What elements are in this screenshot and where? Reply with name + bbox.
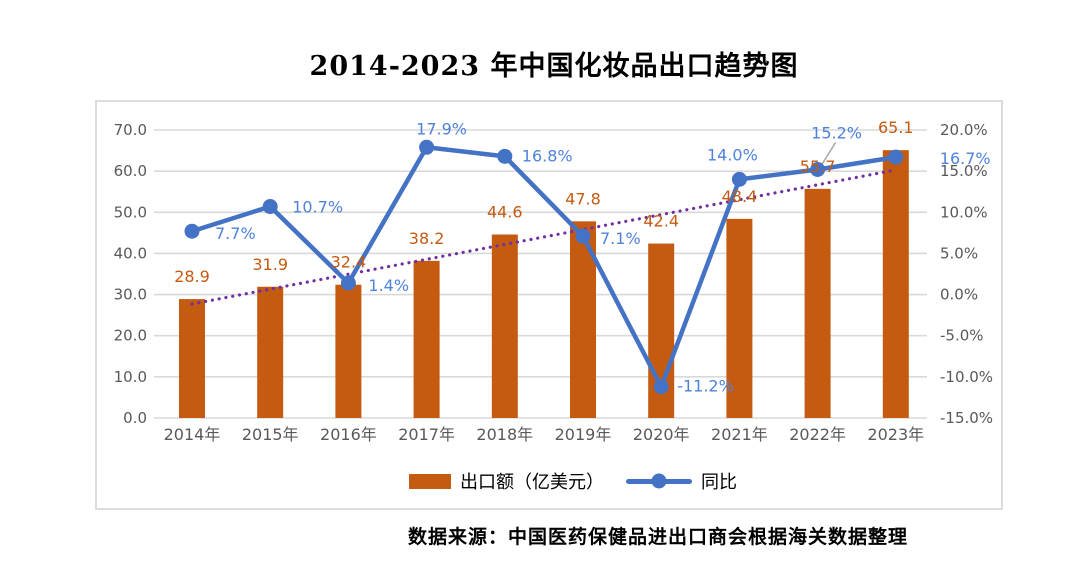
- x-label-2019年: 2019年: [555, 425, 612, 444]
- left-axis-tick-70.0: 70.0: [114, 121, 147, 139]
- legend-line-marker-icon: [651, 473, 667, 489]
- x-label-2014年: 2014年: [164, 425, 221, 444]
- line-label-2016年: 1.4%: [368, 276, 409, 295]
- left-axis-tick-10.0: 10.0: [114, 368, 147, 386]
- line-label-2019年: 7.1%: [600, 229, 641, 248]
- bar-label-2022年: 55.7: [800, 157, 836, 176]
- bar-2016年: [335, 284, 362, 418]
- left-axis-tick-0.0: 0.0: [123, 409, 147, 427]
- marker-2016年: [340, 275, 356, 291]
- line-label-2021年: 14.0%: [707, 145, 758, 164]
- right-axis-tick--15.0%: -15.0%: [940, 409, 993, 427]
- bar-2021年: [726, 218, 753, 418]
- legend-line-swatch: [626, 473, 692, 489]
- bar-label-2021年: 48.4: [722, 187, 758, 206]
- marker-2015年: [262, 199, 278, 215]
- bar-2015年: [257, 286, 284, 418]
- x-label-2022年: 2022年: [789, 425, 846, 444]
- chart-title: 2014-2023 年中国化妆品出口趋势图: [309, 51, 799, 82]
- right-axis-tick-20.0%: 20.0%: [940, 121, 988, 139]
- line-label-2017年: 17.9%: [416, 119, 467, 138]
- right-axis-tick-5.0%: 5.0%: [940, 244, 978, 262]
- x-label-2020年: 2020年: [633, 425, 690, 444]
- bar-2014年: [179, 299, 205, 418]
- x-label-2021年: 2021年: [711, 425, 768, 444]
- marker-2021年: [731, 171, 747, 187]
- bar-label-2020年: 42.4: [643, 212, 679, 231]
- legend-line-label: 同比: [701, 472, 737, 493]
- bar-label-2019年: 47.8: [565, 189, 601, 208]
- left-axis-tick-20.0: 20.0: [114, 327, 147, 345]
- trendline: [190, 168, 898, 306]
- legend: 出口额（亿美元） 同比: [97, 468, 1001, 494]
- bar-label-2017年: 38.2: [409, 229, 445, 248]
- x-label-2015年: 2015年: [242, 425, 299, 444]
- legend-bar-swatch: [409, 473, 451, 489]
- left-axis-tick-50.0: 50.0: [114, 203, 147, 221]
- marker-2017年: [419, 139, 435, 155]
- line-label-2015年: 10.7%: [292, 198, 343, 217]
- bar-2023年: [882, 150, 909, 418]
- bar-label-2018年: 44.6: [487, 203, 523, 222]
- x-label-2016年: 2016年: [320, 425, 377, 444]
- x-label-2017年: 2017年: [398, 425, 455, 444]
- line-label-2018年: 16.8%: [522, 146, 573, 165]
- bar-2018年: [491, 234, 518, 418]
- label-leader-line: [819, 142, 837, 167]
- line-label-2023年: 16.7%: [940, 149, 991, 168]
- left-axis-tick-40.0: 40.0: [114, 244, 147, 262]
- line-label-2022年: 15.2%: [811, 123, 862, 142]
- right-axis-tick-0.0%: 0.0%: [940, 286, 978, 304]
- legend-bar-label: 出口额（亿美元）: [460, 472, 604, 493]
- marker-2019年: [575, 228, 591, 244]
- bar-label-2016年: 32.4: [331, 253, 367, 272]
- right-axis-tick-15.0%: 15.0%: [940, 162, 988, 180]
- plot-area: 70.0 20.0% 60.0 15.0% 50.0 10.0% 40.0 5.0% 30.0 0…: [114, 118, 993, 444]
- bar-2017年: [413, 260, 440, 418]
- x-label-2018年: 2018年: [476, 425, 533, 444]
- marker-2023年: [888, 149, 904, 165]
- right-axis-tick--10.0%: -10.0%: [940, 368, 993, 386]
- chart-frame: 70.0 20.0% 60.0 15.0% 50.0 10.0% 40.0 5.0% 30.0 0…: [95, 100, 1003, 510]
- bar-label-2023年: 65.1: [878, 118, 914, 137]
- line-label-2020年: -11.2%: [677, 377, 734, 396]
- data-source-note: 数据来源：中国医药保健品进出口商会根据海关数据整理: [408, 526, 909, 548]
- yoy-line: [189, 145, 899, 389]
- bar-label-2014年: 28.9: [174, 267, 210, 286]
- right-axis-tick-10.0%: 10.0%: [940, 203, 988, 221]
- left-axis-tick-30.0: 30.0: [114, 286, 147, 304]
- bar-2022年: [804, 188, 831, 418]
- marker-2018年: [497, 148, 513, 164]
- bar-label-2015年: 31.9: [252, 255, 288, 274]
- right-axis-tick--5.0%: -5.0%: [940, 327, 984, 345]
- x-label-2023年: 2023年: [867, 425, 924, 444]
- left-axis-tick-60.0: 60.0: [114, 162, 147, 180]
- marker-2022年: [810, 161, 826, 177]
- marker-2020年: [653, 379, 669, 395]
- line-label-2014年: 7.7%: [215, 224, 256, 243]
- marker-2014年: [184, 223, 200, 239]
